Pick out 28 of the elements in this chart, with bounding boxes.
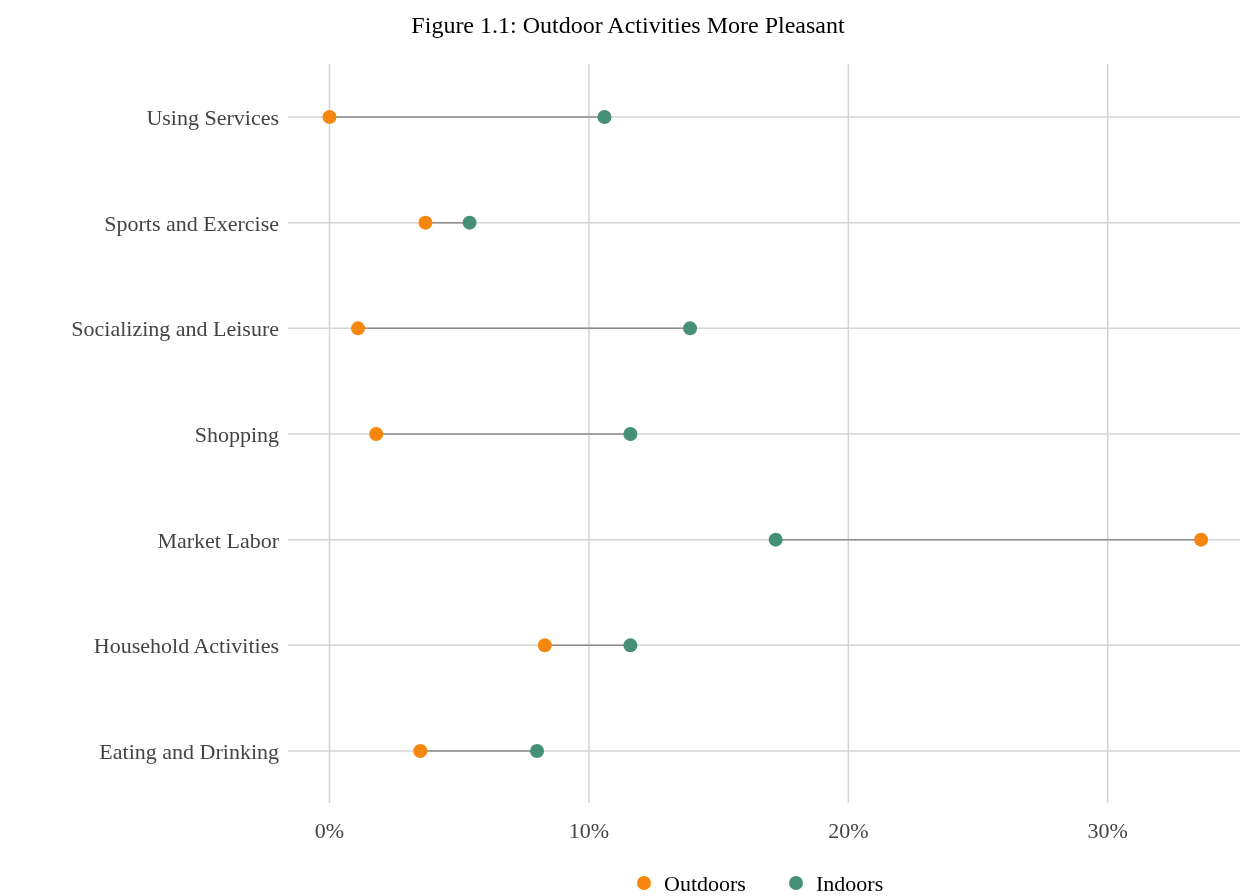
y-tick-label: Shopping <box>194 422 279 447</box>
point <box>322 110 337 124</box>
x-tick-label: 0% <box>314 818 345 843</box>
point <box>683 321 698 336</box>
chart-title: Figure 1.1: Outdoor Activities More Pleasant <box>411 12 845 38</box>
y-tick-label: Household Activities <box>93 633 279 659</box>
y-tick-label: Eating and Drinking <box>99 739 279 764</box>
point <box>623 638 638 653</box>
x-tick-label: 20% <box>828 818 869 843</box>
point <box>537 638 552 653</box>
x-tick-label: 30% <box>1087 818 1128 843</box>
legend-label: Outdoors <box>664 871 746 896</box>
point <box>768 532 783 547</box>
point <box>623 427 638 441</box>
y-tick-label: Sports and Exercise <box>104 210 279 236</box>
point <box>369 427 384 441</box>
point <box>597 110 612 124</box>
legend-label: Indoors <box>816 871 884 896</box>
point <box>418 215 433 230</box>
x-tick-label: 10% <box>568 818 610 843</box>
point <box>413 744 428 758</box>
point <box>462 215 477 230</box>
point <box>530 744 545 758</box>
y-tick-label: Using Services <box>146 105 279 130</box>
point <box>351 321 366 336</box>
y-tick-label: Market Labor <box>157 527 280 553</box>
point <box>1194 532 1209 547</box>
y-tick-label: Socializing and Leisure <box>71 316 279 342</box>
